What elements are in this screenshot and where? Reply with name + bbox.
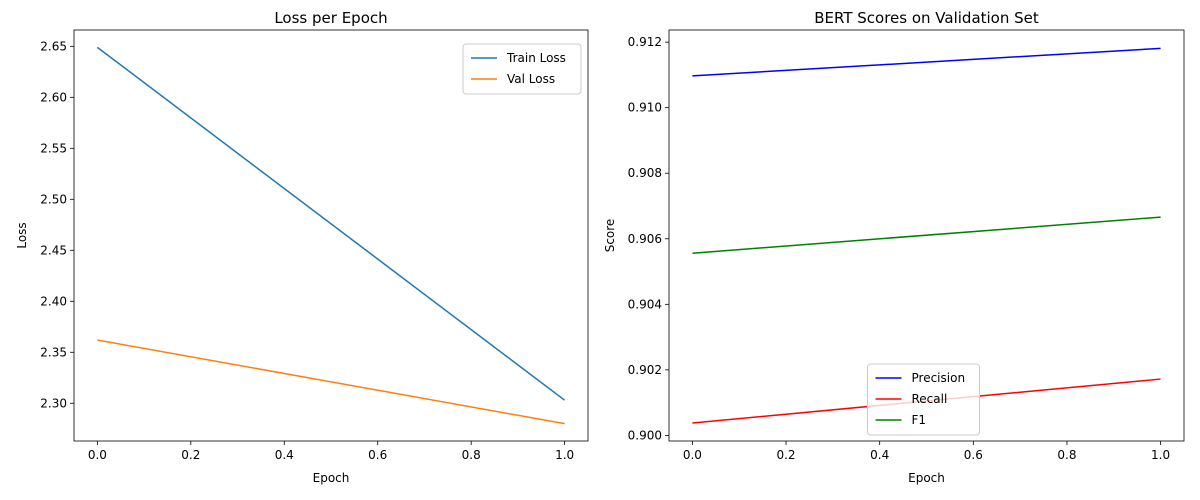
y-tick-label: 0.908 bbox=[628, 166, 662, 180]
legend: Train Loss Val Loss bbox=[462, 43, 582, 95]
y-tick-label: 2.40 bbox=[40, 294, 67, 308]
x-tick-label: 0.8 bbox=[462, 448, 481, 462]
chart-1: 0.0 0.2 0.4 0.6 0.8 1.0 2.30 2.35 2.40 2.45 2.50 2.… bbox=[15, 9, 589, 485]
series-line-1 bbox=[96, 46, 566, 401]
legend-box bbox=[462, 43, 582, 95]
x-tick-label: 1.0 bbox=[555, 448, 574, 462]
y-tick-label: 0.912 bbox=[628, 35, 662, 49]
axes-frame bbox=[73, 29, 589, 442]
chart-2: 0.0 0.2 0.4 0.6 0.8 1.0 0.900 0.902 0.904 0.906 0.… bbox=[603, 9, 1185, 485]
x-tick-label: 0.6 bbox=[964, 448, 983, 462]
x-tick-label: 0.0 bbox=[88, 448, 107, 462]
chart-title: BERT Scores on Validation Set bbox=[814, 9, 1039, 27]
legend-label: Train Loss bbox=[506, 51, 566, 65]
series-line-3 bbox=[692, 216, 1161, 254]
x-tick-label: 0.2 bbox=[776, 448, 795, 462]
y-tick-label: 2.65 bbox=[40, 39, 67, 53]
y-tick-label: 0.910 bbox=[628, 101, 662, 115]
y-axis-label: Score bbox=[603, 219, 617, 253]
legend-label: Precision bbox=[912, 371, 966, 385]
legend-label: Recall bbox=[912, 392, 948, 406]
chart-title: Loss per Epoch bbox=[274, 9, 387, 27]
y-tick-label: 2.45 bbox=[40, 243, 67, 257]
legend-label: F1 bbox=[912, 413, 927, 427]
x-tick-label: 0.2 bbox=[181, 448, 200, 462]
x-tick-label: 0.0 bbox=[683, 448, 702, 462]
x-tick-label: 0.4 bbox=[275, 448, 294, 462]
series-line-2 bbox=[97, 339, 565, 425]
legend-box bbox=[867, 363, 980, 436]
y-tick-label: 2.55 bbox=[40, 141, 67, 155]
legend: Precision Recall F1 bbox=[867, 363, 980, 436]
x-tick-label: 0.6 bbox=[368, 448, 387, 462]
y-tick-label: 0.900 bbox=[628, 428, 662, 442]
x-axis-label: Epoch bbox=[313, 471, 350, 485]
legend-label: Val Loss bbox=[507, 72, 555, 86]
x-axis-label: Epoch bbox=[908, 471, 945, 485]
y-tick-label: 2.35 bbox=[40, 345, 67, 359]
y-axis-label: Loss bbox=[15, 222, 29, 248]
y-tick-label: 0.902 bbox=[628, 363, 662, 377]
y-tick-label: 2.30 bbox=[40, 396, 67, 410]
y-tick-label: 0.906 bbox=[628, 232, 662, 246]
y-tick-label: 0.904 bbox=[628, 297, 662, 311]
x-tick-label: 0.8 bbox=[1057, 448, 1076, 462]
y-tick-label: 2.60 bbox=[40, 90, 67, 104]
y-tick-label: 2.50 bbox=[40, 192, 67, 206]
axes-frame bbox=[668, 29, 1185, 442]
x-tick-label: 1.0 bbox=[1151, 448, 1170, 462]
series-line-1 bbox=[692, 47, 1161, 77]
x-tick-label: 0.4 bbox=[870, 448, 889, 462]
